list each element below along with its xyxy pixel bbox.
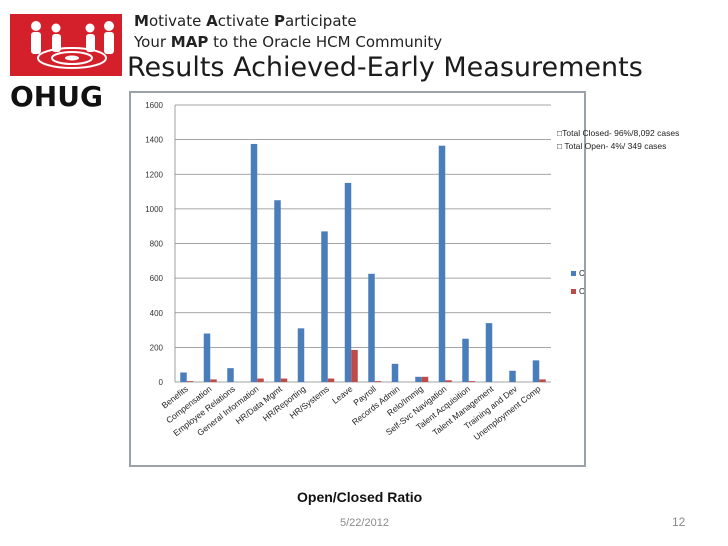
bar-closed-14 <box>509 371 516 382</box>
legend-label-closed: Closed <box>579 269 584 278</box>
y-tick-label-1000: 1000 <box>145 205 163 214</box>
bar-closed-2 <box>227 368 234 382</box>
legend-swatch-closed <box>571 271 576 276</box>
tagline-word-motivate: otivate <box>149 12 206 30</box>
bar-closed-7 <box>345 183 352 382</box>
bar-closed-4 <box>274 200 281 382</box>
tagline-line2: Your MAP to the Oracle HCM Community <box>134 33 442 51</box>
bar-closed-1 <box>204 334 211 382</box>
bar-open-0 <box>187 381 194 382</box>
logo-emblem <box>10 14 122 76</box>
bar-open-4 <box>281 379 288 382</box>
y-tick-label-200: 200 <box>150 343 164 352</box>
y-tick-label-1400: 1400 <box>145 136 163 145</box>
logo-figures-icon <box>10 14 122 76</box>
tagline2-prefix: Your <box>134 33 171 51</box>
bar-open-6 <box>328 379 335 382</box>
annotation-total-open: □ Total Open- 4%/ 349 cases <box>557 141 717 154</box>
bar-open-10 <box>422 377 429 382</box>
bar-closed-11 <box>439 146 446 382</box>
slide-number: 12 <box>672 515 685 529</box>
logo-wordmark: OHUG <box>10 80 103 113</box>
ohug-logo: OHUG <box>10 14 124 106</box>
slide-title: Results Achieved-Early Measurements <box>127 52 643 83</box>
y-tick-label-400: 400 <box>150 309 164 318</box>
bar-closed-6 <box>321 231 328 382</box>
bar-open-12 <box>469 381 476 382</box>
bar-chart: 02004006008001000120014001600BenefitsCom… <box>131 93 584 465</box>
tagline2-map: MAP <box>171 33 209 51</box>
tagline2-suffix: to the Oracle HCM Community <box>208 33 442 51</box>
y-tick-label-1600: 1600 <box>145 101 163 110</box>
bar-open-11 <box>445 380 452 382</box>
bar-open-15 <box>539 379 546 382</box>
bar-closed-12 <box>462 339 469 382</box>
tagline-initial-p: P <box>274 12 285 30</box>
bar-closed-5 <box>298 328 305 382</box>
legend-swatch-open <box>571 289 576 294</box>
slide-date: 5/22/2012 <box>340 517 389 529</box>
chart-frame: 0 200 400 600 800 1000 1200 1400 1600 Benefits Com… <box>129 91 586 467</box>
tagline-word-activate: ctivate <box>218 12 274 30</box>
annotation-total-closed: □Total Closed- 96%/8,092 cases <box>557 128 717 141</box>
chart-caption: Open/Closed Ratio <box>297 489 422 505</box>
y-tick-label-0: 0 <box>159 378 164 387</box>
y-tick-label-1200: 1200 <box>145 170 163 179</box>
bar-open-8 <box>375 381 382 382</box>
bar-closed-9 <box>392 364 399 382</box>
bar-closed-8 <box>368 274 375 382</box>
bar-open-7 <box>351 350 358 382</box>
x-tick-label-7: Leave <box>330 384 355 406</box>
y-tick-label-600: 600 <box>150 274 164 283</box>
tagline-word-participate: articipate <box>285 12 357 30</box>
bar-open-1 <box>210 379 217 382</box>
y-tick-label-800: 800 <box>150 240 164 249</box>
bar-closed-0 <box>180 372 187 382</box>
legend-label-open: Open <box>579 287 584 296</box>
bar-closed-15 <box>533 360 540 382</box>
chart-annotations: □Total Closed- 96%/8,092 cases □ Total O… <box>557 128 717 158</box>
bar-closed-13 <box>486 323 493 382</box>
bar-open-3 <box>257 379 264 382</box>
tagline-initial-m: M <box>134 12 149 30</box>
tagline-initial-a: A <box>206 12 218 30</box>
bar-closed-3 <box>251 144 258 382</box>
bar-closed-10 <box>415 377 422 382</box>
tagline-line1: Motivate Activate Participate <box>134 12 357 31</box>
